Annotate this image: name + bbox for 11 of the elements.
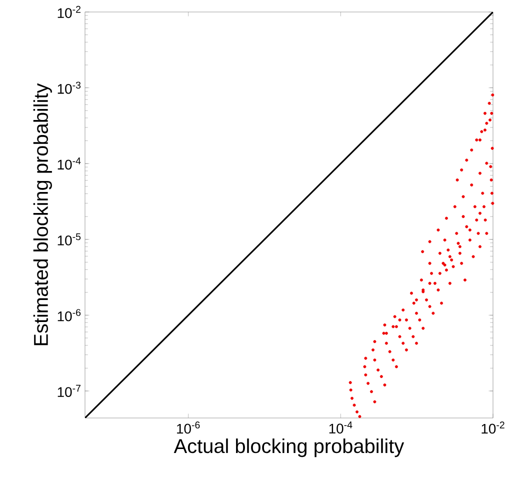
x-tick-label: 10$^{-6}$ <box>177 422 200 434</box>
y-tick-label: 10$^{-5}$ <box>58 233 81 246</box>
x-tick-label: 10$^{-2}$ <box>482 422 504 434</box>
y-tick-label: 10$^{-2}$ <box>58 6 80 18</box>
y-tick-label: 10$^{-7}$ <box>58 384 80 397</box>
x-axis-title: Actual blocking probability <box>174 438 404 458</box>
y-tick-label: 10$^{-3}$ <box>58 82 81 94</box>
x-tick-label: 10$^{-4}$ <box>329 422 352 434</box>
y-tick-label: 10$^{-6}$ <box>58 309 81 322</box>
y-axis-title: Estimated blocking probability <box>33 83 52 346</box>
y-tick-label: 10$^{-4}$ <box>58 158 81 170</box>
